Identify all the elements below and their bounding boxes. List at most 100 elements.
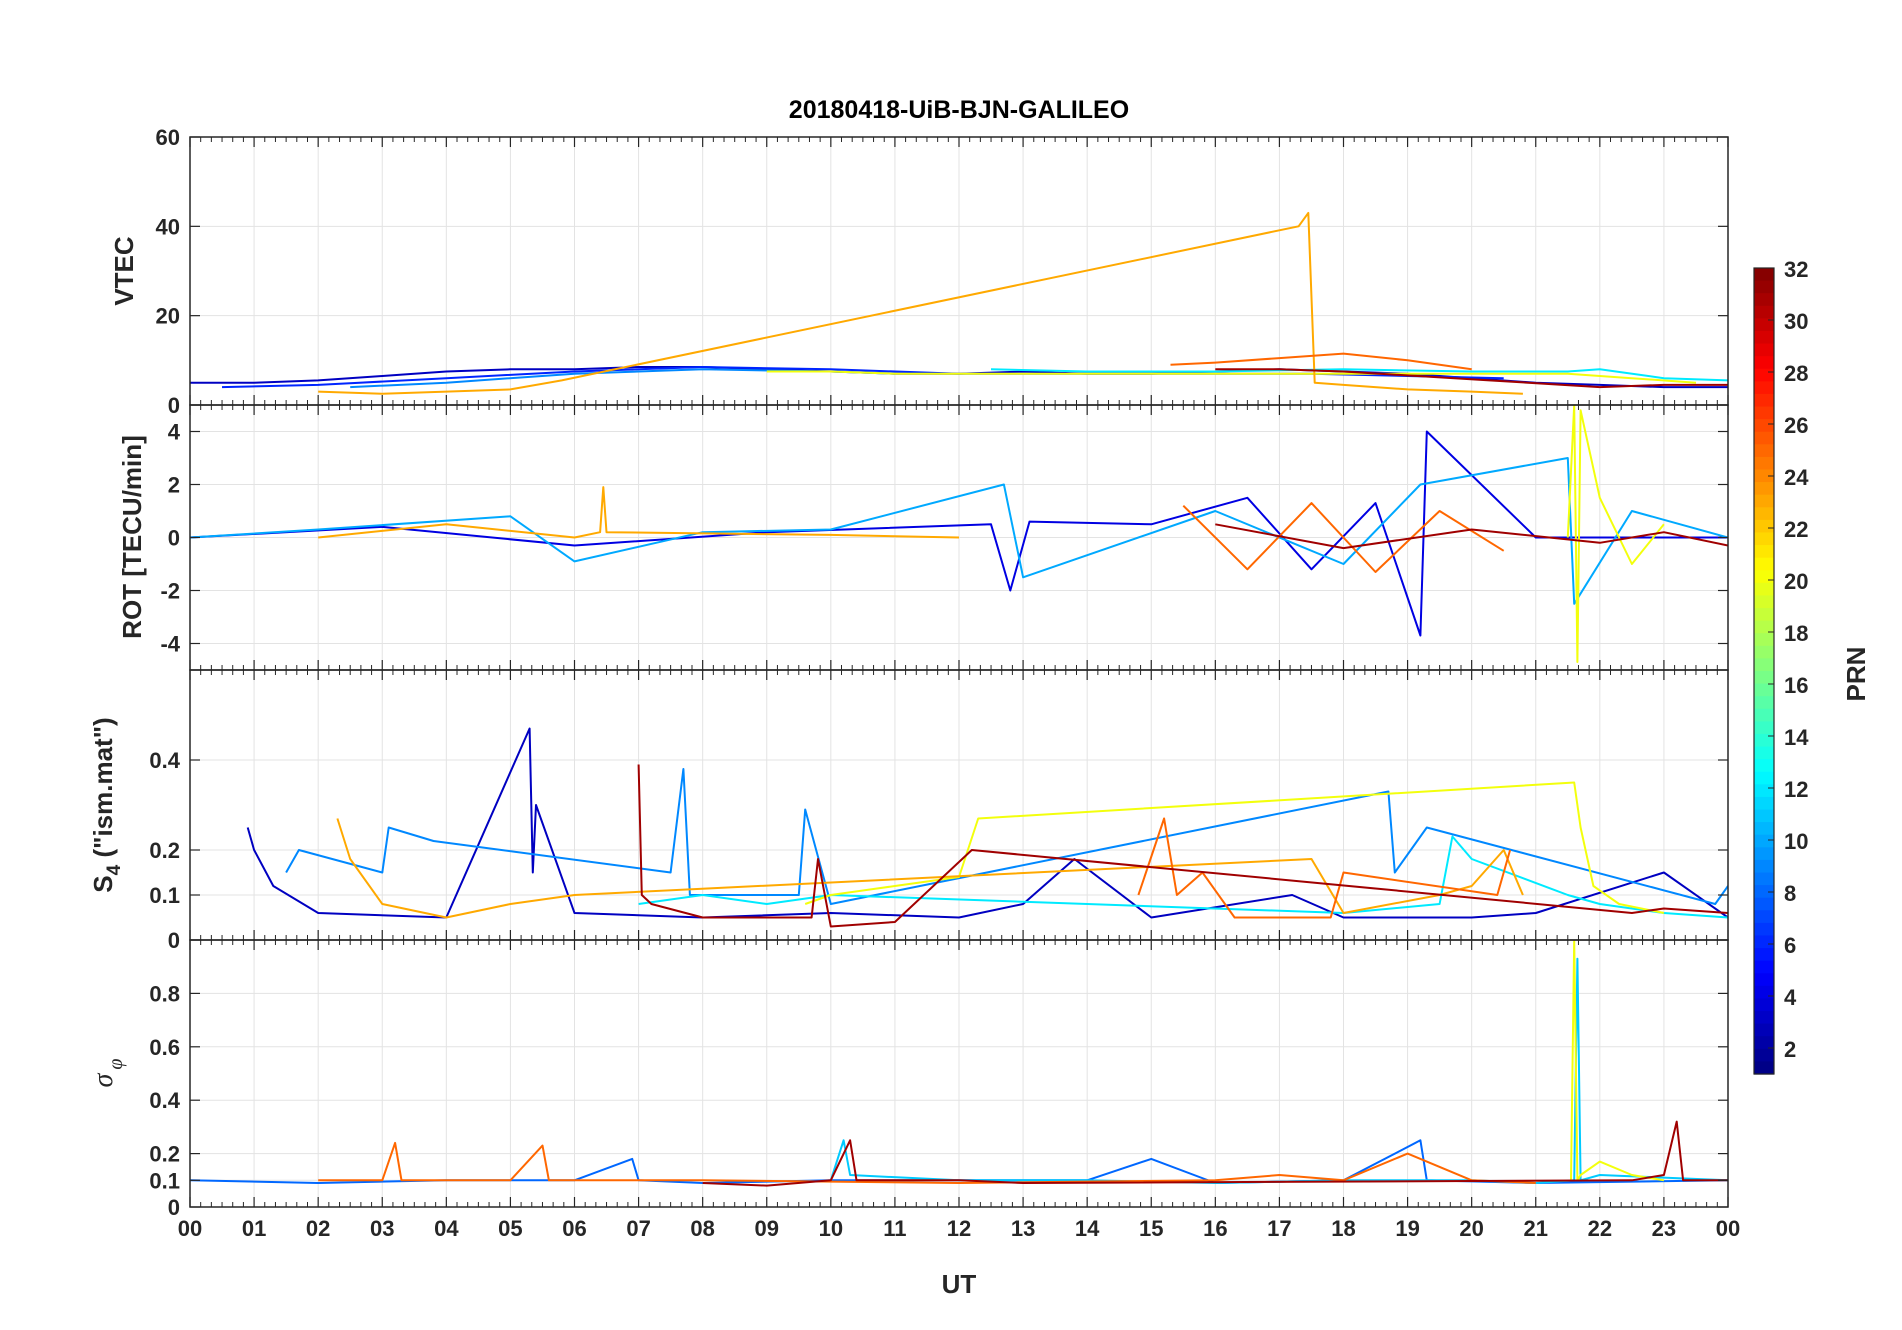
colorbar-tick-label: 6 [1784, 933, 1796, 958]
colorbar-segment [1754, 620, 1774, 634]
colorbar-segment [1754, 1011, 1774, 1025]
x-tick-label: 09 [755, 1216, 779, 1241]
colorbar-segment [1754, 658, 1774, 672]
colorbar-tick-label: 14 [1784, 725, 1809, 750]
series-line-prn-23 [318, 211, 1523, 395]
x-tick-label: 18 [1331, 1216, 1355, 1241]
colorbar-frame [1753, 267, 1775, 1075]
y-tick-label: 20 [156, 304, 180, 329]
x-tick-label: 19 [1395, 1216, 1419, 1241]
y-tick-label: 0.1 [149, 1168, 180, 1193]
colorbar-segment [1754, 696, 1774, 710]
colorbar-segment [1754, 1061, 1774, 1075]
colorbar-segment [1754, 444, 1774, 458]
y-axis-label-rot: ROT [TECU/min] [117, 435, 147, 639]
colorbar-segment [1754, 834, 1774, 848]
x-tick-label: 02 [306, 1216, 330, 1241]
colorbar-segment [1754, 419, 1774, 433]
panel-series-group [190, 940, 1728, 1187]
y-tick-label: 0.2 [149, 1142, 180, 1167]
colorbar-segment [1754, 431, 1774, 445]
colorbar-segment [1754, 507, 1774, 521]
colorbar-segment [1754, 809, 1774, 823]
colorbar-segment [1754, 519, 1774, 534]
series-line-prn-12 [638, 835, 1728, 919]
x-tick-label: 23 [1652, 1216, 1676, 1241]
x-tick-label: 00 [178, 1216, 202, 1241]
colorbar-segment [1754, 494, 1774, 508]
colorbar-tick-label: 2 [1784, 1037, 1796, 1062]
y-axis-label-s4: S4 ("ism.mat") [88, 717, 125, 892]
colorbar-tick-label: 4 [1784, 985, 1797, 1010]
y-tick-label: 4 [168, 420, 181, 445]
x-tick-label: 15 [1139, 1216, 1163, 1241]
colorbar-segment [1754, 570, 1774, 584]
x-tick-label: 04 [434, 1216, 459, 1241]
colorbar-segment [1754, 910, 1774, 924]
colorbar-segment [1754, 582, 1774, 597]
series-line-prn-25 [1170, 352, 1472, 371]
series-line-prn-20 [1570, 940, 1665, 1182]
series-line-prn-25 [318, 1141, 1536, 1184]
colorbar-segment [1754, 633, 1774, 647]
colorbar-segment [1754, 305, 1774, 319]
y-tick-label: 60 [156, 125, 180, 150]
panel-series-group [190, 211, 1728, 395]
colorbar-segment [1754, 948, 1774, 962]
colorbar-segment [1754, 1048, 1774, 1063]
x-tick-label: 11 [883, 1216, 906, 1241]
colorbar-segment [1754, 318, 1774, 332]
colorbar-segment [1754, 822, 1774, 836]
colorbar-tick-label: 24 [1784, 465, 1809, 490]
y-tick-label: 2 [168, 473, 180, 498]
y-tick-label: 0 [168, 928, 180, 953]
tick-marks [189, 136, 1729, 1208]
colorbar-segment [1754, 330, 1774, 345]
series-line-prn-20 [766, 370, 1697, 384]
colorbar-segment [1754, 922, 1774, 937]
colorbar-segment [1754, 708, 1774, 722]
tick-labels: 0204060-4-202400.10.20.400.10.20.40.60.8… [149, 125, 1740, 1241]
colorbar-segment [1754, 381, 1774, 395]
series-line-prn-20 [1566, 405, 1665, 663]
colorbar-tick-label: 26 [1784, 413, 1808, 438]
colorbar-segment [1754, 356, 1774, 370]
colorbar-segment [1754, 998, 1774, 1012]
series-line-prn-23 [318, 486, 960, 539]
colorbar-segment [1754, 885, 1774, 899]
y-tick-label: 0 [168, 393, 180, 418]
colorbar-segment [1754, 759, 1774, 773]
x-tick-label: 12 [947, 1216, 971, 1241]
colorbar-segment [1754, 456, 1774, 471]
colorbar-segment [1754, 683, 1774, 697]
colorbar-segment [1754, 268, 1774, 282]
series-line-prn-31 [1215, 523, 1728, 550]
colorbar-tick-label: 8 [1784, 881, 1796, 906]
colorbar-segment [1754, 771, 1774, 785]
x-tick-label: 14 [1075, 1216, 1100, 1241]
colorbar-segment [1754, 935, 1774, 949]
y-tick-label: 0.2 [149, 838, 180, 863]
series-line-prn-20 [804, 781, 1665, 914]
y-axis-label-sigma-phi: σφ [88, 1059, 127, 1088]
colorbar-segment [1754, 406, 1774, 420]
series-line-prn-9 [285, 768, 1728, 905]
series-layer [190, 211, 1728, 1187]
colorbar-tick-label: 30 [1784, 309, 1808, 334]
y-axis-label-vtec: VTEC [109, 236, 139, 306]
y-tick-label: -2 [160, 579, 180, 604]
colorbar-segment [1754, 368, 1774, 382]
x-tick-label: 20 [1459, 1216, 1483, 1241]
x-tick-label: 01 [242, 1216, 266, 1241]
colorbar-tick-label: 22 [1784, 517, 1808, 542]
series-line-prn-10 [190, 457, 1728, 605]
colorbar-segment [1754, 595, 1774, 609]
colorbar-segment [1754, 784, 1774, 798]
y-tick-label: 0 [168, 526, 180, 551]
colorbar-segment [1754, 847, 1774, 861]
colorbar-segment [1754, 343, 1774, 357]
panel-series-group [246, 727, 1728, 928]
series-line-prn-31 [1215, 368, 1728, 389]
